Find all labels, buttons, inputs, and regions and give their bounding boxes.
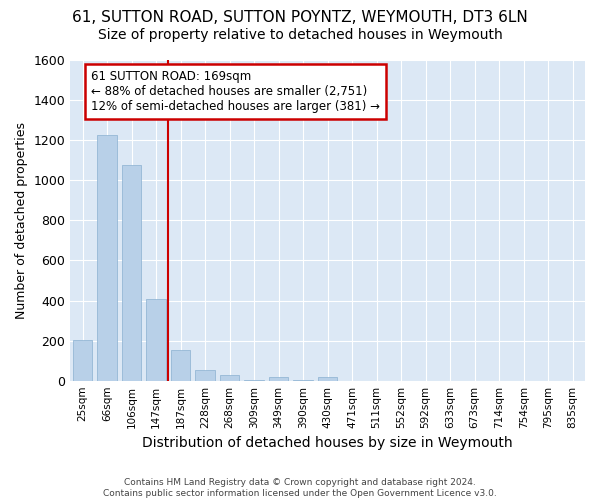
Bar xyxy=(97,135,117,380)
Bar xyxy=(171,350,190,380)
Bar xyxy=(146,298,166,380)
Text: 61, SUTTON ROAD, SUTTON POYNTZ, WEYMOUTH, DT3 6LN: 61, SUTTON ROAD, SUTTON POYNTZ, WEYMOUTH… xyxy=(72,10,528,25)
Bar xyxy=(318,376,337,380)
Bar xyxy=(195,370,215,380)
Bar xyxy=(122,165,142,380)
Text: 61 SUTTON ROAD: 169sqm
← 88% of detached houses are smaller (2,751)
12% of semi-: 61 SUTTON ROAD: 169sqm ← 88% of detached… xyxy=(91,70,380,112)
Text: Size of property relative to detached houses in Weymouth: Size of property relative to detached ho… xyxy=(98,28,502,42)
Y-axis label: Number of detached properties: Number of detached properties xyxy=(15,122,28,319)
X-axis label: Distribution of detached houses by size in Weymouth: Distribution of detached houses by size … xyxy=(142,436,513,450)
Bar xyxy=(269,376,289,380)
Bar xyxy=(73,340,92,380)
Bar xyxy=(220,374,239,380)
Text: Contains HM Land Registry data © Crown copyright and database right 2024.
Contai: Contains HM Land Registry data © Crown c… xyxy=(103,478,497,498)
